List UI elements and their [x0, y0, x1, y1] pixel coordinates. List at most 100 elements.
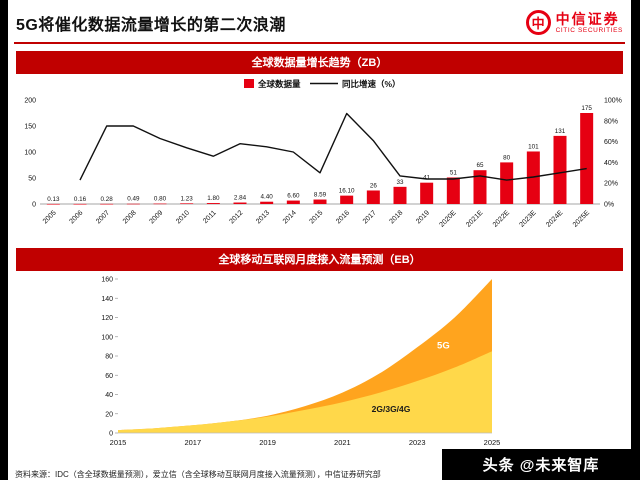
- y-axis-tick: 140: [101, 296, 113, 303]
- x-axis-tick: 2021E: [465, 209, 484, 228]
- y-axis-tick: 80: [105, 354, 113, 361]
- bar-value-label: 131: [555, 128, 566, 135]
- footer-source: 资料来源：IDC（含全球数据量预测），爱立信（含全球移动互联网月度接入流量预测）…: [15, 470, 381, 479]
- citic-logo: 中 中信证券 CITIC SECURITIES: [525, 10, 623, 35]
- bar: [46, 203, 60, 205]
- x-axis-tick: 2008: [122, 209, 138, 225]
- logo-name-cn: 中信证券: [555, 10, 620, 27]
- bar: [180, 203, 194, 204]
- x-axis-tick: 2024E: [545, 209, 564, 228]
- bar: [393, 186, 407, 204]
- chart1-title: 全球数据量增长趋势（ZB）: [16, 51, 623, 74]
- bar-value-label: 2.84: [234, 195, 247, 202]
- chart2-svg: 0 20 40 60 80 100 120 140 160 2015 2017 2019 2021 202…: [101, 277, 501, 448]
- legend-line-label: 同比增速（%）: [342, 79, 401, 89]
- logo-name-en: CITIC SECURITIES: [555, 27, 623, 35]
- x-axis-tick: 2023: [409, 438, 426, 447]
- bar-value-label: 0.13: [47, 196, 60, 203]
- y-axis-left-tick: 200: [24, 98, 36, 105]
- bar-value-label: 6.60: [287, 193, 300, 200]
- watermark: 头条 @未来智库: [442, 449, 640, 480]
- chart1-svg: 全球数据量 同比增速（%） 0 50 100 150 200 0% 20% 40% 60% 80% 10…: [24, 79, 622, 229]
- bar-value-label: 33: [396, 179, 404, 186]
- bar-value-label: 80: [503, 154, 511, 161]
- chart1-panel: 全球数据量增长趋势（ZB） 全球数据量 同比增速（%） 0 50 100 150 200 0%…: [14, 51, 625, 243]
- slide-content: 5G将催化数据流量增长的第二次浪潮 中 中信证券 CITIC SECURITIE…: [8, 0, 631, 480]
- header: 5G将催化数据流量增长的第二次浪潮 中 中信证券 CITIC SECURITIE…: [12, 6, 627, 38]
- x-axis-tick: 2021: [334, 438, 351, 447]
- x-axis-tick: 2017: [362, 209, 378, 225]
- x-axis-tick: 2018: [388, 209, 404, 225]
- label-5g: 5G: [437, 340, 450, 351]
- y-axis-left-tick: 0: [32, 202, 36, 209]
- bar: [153, 203, 167, 205]
- bar: [526, 151, 540, 204]
- bar: [206, 203, 220, 204]
- y-axis-tick: 40: [105, 392, 113, 399]
- left-black-edge: [0, 0, 8, 480]
- bar: [446, 177, 460, 204]
- bar-value-label: 41: [423, 175, 431, 182]
- chart2-title: 全球移动互联网月度接入流量预测（EB）: [16, 248, 623, 271]
- bar: [286, 200, 300, 204]
- bar-value-label: 1.23: [181, 195, 194, 202]
- bar-value-label: 16.10: [339, 188, 355, 195]
- y-axis-tick: 160: [101, 277, 113, 284]
- area-2g3g4g: [118, 351, 492, 433]
- x-axis-tick: 2006: [68, 209, 84, 225]
- y-axis-tick: 120: [101, 315, 113, 322]
- y-axis-right-tick: 20%: [604, 181, 618, 188]
- y-axis-left-tick: 150: [24, 124, 36, 131]
- x-axis-tick: 2012: [228, 209, 244, 225]
- legend-bar-label: 全球数据量: [257, 79, 301, 89]
- x-axis-tick: 2015: [308, 209, 324, 225]
- bar-value-label: 0.16: [74, 196, 87, 203]
- bar-value-label: 0.80: [154, 196, 167, 203]
- x-axis-tick: 2015: [110, 438, 127, 447]
- x-axis-tick: 2009: [148, 209, 164, 225]
- legend-bar-swatch: [244, 79, 254, 88]
- x-axis-tick: 2019: [415, 209, 431, 225]
- y-axis-tick: 0: [109, 431, 113, 438]
- y-axis-right-tick: 100%: [604, 98, 622, 105]
- bar-value-label: 65: [476, 162, 484, 169]
- bar: [126, 203, 140, 205]
- x-axis-tick: 2005: [42, 209, 58, 225]
- bar-value-label: 175: [581, 105, 592, 112]
- citic-logo-icon: 中: [525, 10, 551, 35]
- x-axis-tick: 2025E: [572, 209, 591, 228]
- x-axis-tick: 2022E: [492, 209, 511, 228]
- x-axis-tick: 2013: [255, 209, 271, 225]
- x-axis-tick: 2011: [202, 209, 218, 225]
- bar-value-label: 26: [370, 182, 378, 189]
- x-axis-tick: 2017: [184, 438, 201, 447]
- bar-value-label: 4.40: [261, 194, 274, 201]
- bar: [260, 201, 274, 204]
- citic-logo-text: 中信证券 CITIC SECURITIES: [556, 11, 623, 34]
- title-underline: [14, 42, 625, 44]
- bar-value-label: 51: [450, 169, 458, 176]
- chart2-canvas: 0 20 40 60 80 100 120 140 160 2015 2017 2019 2021 202…: [14, 271, 625, 468]
- x-axis-tick: 2025: [484, 438, 501, 447]
- y-axis-tick: 100: [101, 334, 113, 341]
- bar: [100, 203, 114, 205]
- x-axis-tick: 2007: [95, 209, 111, 225]
- bar: [420, 182, 434, 204]
- y-axis-right-tick: 40%: [604, 160, 618, 167]
- y-axis-left-tick: 50: [28, 176, 36, 183]
- yoy-growth-line: [79, 112, 587, 181]
- x-axis-tick: 2014: [282, 209, 298, 225]
- bar: [233, 202, 247, 204]
- label-2g3g4g: 2G/3G/4G: [372, 404, 411, 414]
- y-axis-right-tick: 80%: [604, 118, 618, 125]
- bar-value-label: 101: [528, 143, 539, 150]
- bar: [473, 170, 487, 204]
- y-axis-right-tick: 0%: [604, 202, 614, 209]
- y-axis-tick: 60: [105, 373, 113, 380]
- bar-value-label: 0.28: [101, 196, 114, 203]
- bar: [73, 203, 87, 205]
- bar-value-label: 1.80: [207, 195, 220, 202]
- bar: [313, 199, 327, 204]
- x-axis-tick: 2020E: [438, 209, 457, 228]
